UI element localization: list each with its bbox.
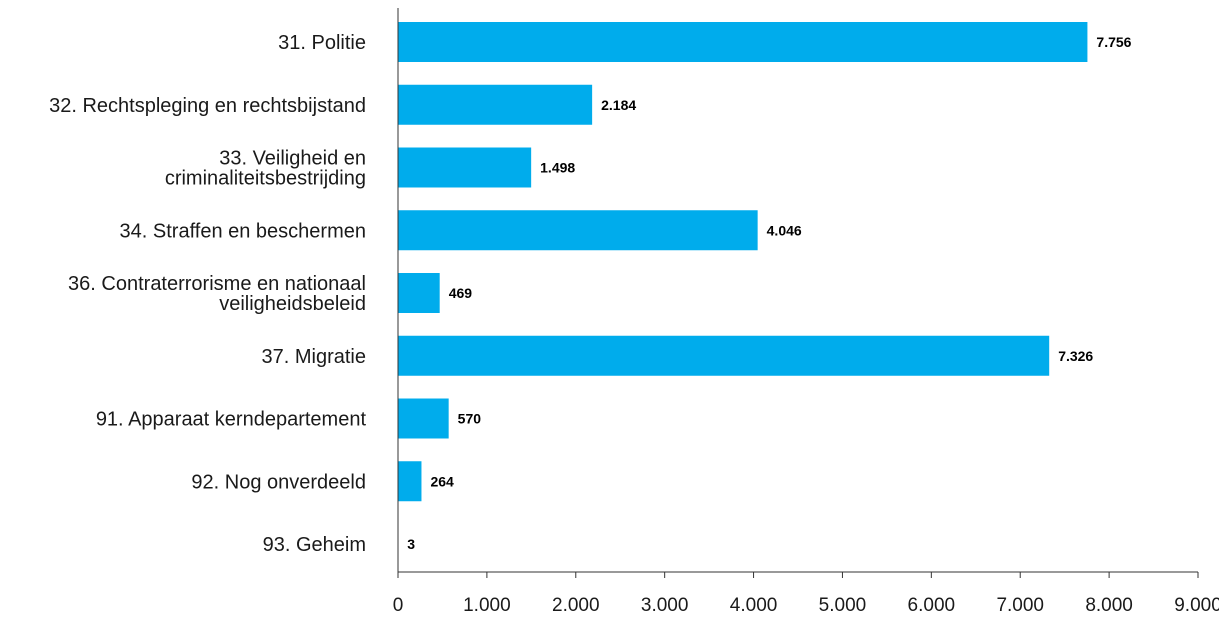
bars-layer <box>398 22 1088 564</box>
value-label-2: 2.184 <box>601 97 636 113</box>
value-label-9: 3 <box>407 536 415 552</box>
category-label-6: 37. Migratie <box>262 346 367 368</box>
x-tick-label-9: 9.000 <box>1174 595 1219 616</box>
x-tick-label-4: 4.000 <box>730 595 778 616</box>
category-labels: 31. Politie 32. Rechtspleging en rechtsbi… <box>49 32 366 556</box>
x-tick-label-8: 8.000 <box>1085 595 1133 616</box>
category-label-line: 31. Politie <box>278 32 366 54</box>
bar-2 <box>398 84 593 125</box>
value-label-4: 4.046 <box>767 222 802 238</box>
x-tick-label-1: 1.000 <box>463 595 511 616</box>
bar-5 <box>398 273 440 313</box>
value-label-8: 264 <box>430 473 454 489</box>
x-tick-label-7: 7.000 <box>996 595 1044 616</box>
bar-7 <box>398 398 449 439</box>
value-label-1: 7.756 <box>1096 34 1131 50</box>
x-tick-label-5: 5.000 <box>819 595 867 616</box>
x-tick-label-3: 3.000 <box>641 595 689 616</box>
category-label-5: 36. Contraterrorisme en nationaal veiligh… <box>68 273 366 315</box>
category-label-3: 33. Veiligheid en criminaliteitsbestrijdi… <box>165 148 366 190</box>
bar-6 <box>398 335 1050 376</box>
category-label-line: 91. Apparaat kerndepartement <box>96 409 367 431</box>
category-label-2: 32. Rechtspleging en rechtsbijstand <box>49 95 366 117</box>
value-label-5: 469 <box>449 285 473 301</box>
value-label-6: 7.326 <box>1058 348 1093 364</box>
value-label-3: 1.498 <box>540 160 575 176</box>
category-label-line: 36. Contraterrorisme en nationaal <box>68 273 366 295</box>
category-label-line: 32. Rechtspleging en rechtsbijstand <box>49 95 366 117</box>
category-label-9: 93. Geheim <box>263 534 366 556</box>
axes: 0 1.000 2.000 3.000 4.000 5.000 6.000 7.000 8.00… <box>393 8 1219 616</box>
category-label-4: 34. Straffen en beschermen <box>120 220 366 242</box>
category-label-line: veiligheidsbeleid <box>219 293 366 315</box>
value-labels: 7.756 2.184 1.498 4.046 469 7.326 570 264 3 <box>407 34 1131 552</box>
x-tick-label-2: 2.000 <box>552 595 600 616</box>
bar-3 <box>398 147 532 188</box>
value-label-7: 570 <box>458 411 482 427</box>
category-label-line: 37. Migratie <box>262 346 367 368</box>
category-label-8: 92. Nog onverdeeld <box>191 471 366 493</box>
category-label-line: criminaliteitsbestrijding <box>165 168 366 190</box>
bar-4 <box>398 210 758 251</box>
x-tick-label-6: 6.000 <box>908 595 956 616</box>
category-label-line: 92. Nog onverdeeld <box>191 471 366 493</box>
category-label-line: 34. Straffen en beschermen <box>120 220 366 242</box>
category-label-line: 33. Veiligheid en <box>219 148 366 170</box>
x-tick-label-0: 0 <box>393 595 404 616</box>
category-label-line: 93. Geheim <box>263 534 366 556</box>
category-label-1: 31. Politie <box>278 32 366 54</box>
category-label-7: 91. Apparaat kerndepartement <box>96 409 367 431</box>
bar-1 <box>398 22 1088 62</box>
bar-8 <box>398 461 422 502</box>
